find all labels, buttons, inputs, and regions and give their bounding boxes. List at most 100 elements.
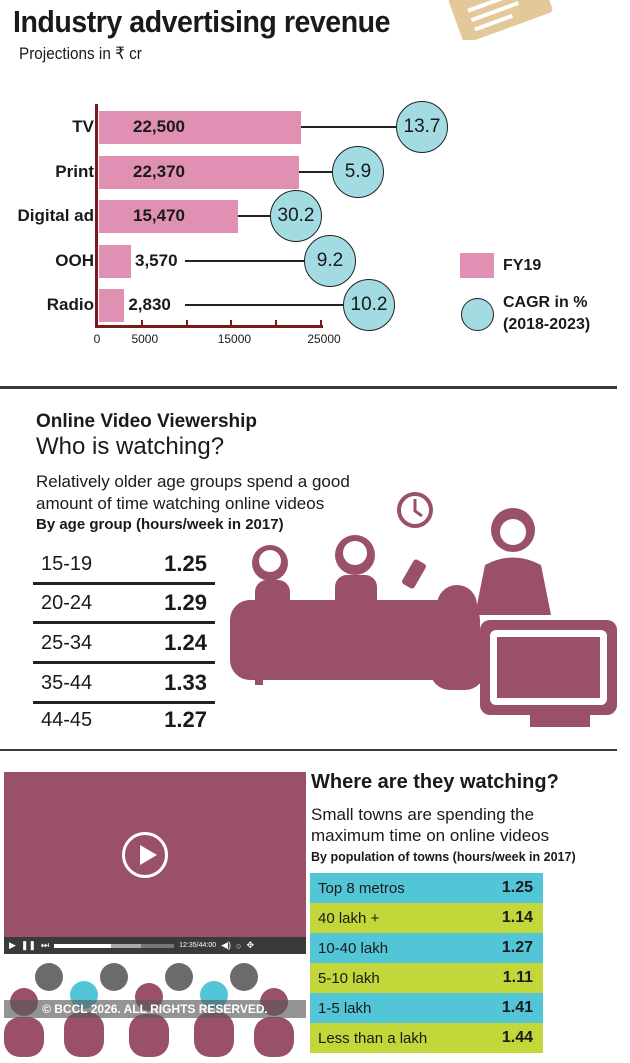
section-divider — [0, 749, 617, 751]
town-label: Top 8 metros — [318, 879, 405, 897]
bar-fy19 — [99, 111, 301, 144]
desc-line: Relatively older age groups spend a good — [36, 472, 350, 491]
skip-forward-icon[interactable]: ⏭ — [41, 940, 50, 950]
x-tick — [320, 320, 322, 326]
town-value: 1.27 — [501, 939, 533, 956]
play-button-icon[interactable] — [122, 832, 168, 878]
town-label: 40 lakh + — [318, 909, 380, 927]
x-tick — [185, 320, 188, 326]
where-note: By population of towns (hours/week in 20… — [311, 850, 576, 864]
family-watching-tv-illustration — [230, 492, 617, 727]
where-description: Small towns are spending the maximum tim… — [311, 804, 549, 846]
town-row: 1-5 lakh 1.41 — [310, 993, 543, 1023]
category-label: Print — [55, 162, 94, 181]
connector-line — [237, 215, 270, 217]
x-tick — [140, 320, 143, 326]
town-value: 1.11 — [502, 969, 533, 986]
legend-cagr-swatch — [461, 298, 494, 331]
age-row: 25-34 1.24 — [33, 624, 215, 662]
age-value: 1.33 — [164, 670, 207, 695]
bar-value-label: 15,470 — [133, 206, 185, 225]
fullscreen-icon[interactable]: ✥ — [246, 940, 255, 950]
category-label: OOH — [55, 251, 94, 270]
row-separator — [33, 701, 215, 704]
row-separator — [33, 621, 215, 624]
connector-line — [300, 126, 396, 128]
age-row: 20-24 1.29 — [33, 584, 215, 622]
play-icon[interactable]: ▶ — [9, 940, 16, 950]
chart-title: Industry advertising revenue — [13, 4, 391, 39]
viewership-kicker: Online Video Viewership — [36, 411, 258, 432]
town-row: Less than a lakh 1.44 — [310, 1023, 543, 1053]
age-value: 1.25 — [164, 551, 207, 576]
newspaper-icon — [448, 0, 553, 40]
viewership-heading: Who is watching? — [36, 433, 225, 460]
video-progress-slider[interactable] — [54, 943, 175, 948]
age-label: 15-19 — [41, 552, 93, 575]
town-label: 10-40 lakh — [318, 939, 389, 957]
chart-subtitle: Projections in ₹ cr — [19, 44, 142, 63]
bar-value-label: 2,830 — [128, 295, 171, 314]
connector-line — [185, 304, 343, 306]
video-time: 12:35/44:00 — [179, 942, 217, 949]
cagr-bubble: 10.2 — [343, 279, 395, 331]
legend-fy19-label: FY19 — [503, 257, 542, 274]
desc-line: maximum time on online videos — [311, 826, 550, 845]
town-row: 10-40 lakh 1.27 — [310, 933, 543, 963]
section-divider — [0, 386, 617, 389]
age-label: 25-34 — [41, 631, 93, 654]
age-row: 35-44 1.33 — [33, 664, 215, 702]
x-axis — [95, 325, 323, 328]
age-value: 1.29 — [164, 590, 207, 615]
town-label: 5-10 lakh — [318, 969, 380, 987]
category-label: Radio — [46, 295, 94, 314]
legend-fy19-swatch — [460, 253, 494, 278]
bar-fy19 — [99, 156, 300, 189]
town-row: 5-10 lakh 1.11 — [310, 963, 543, 993]
town-value: 1.44 — [501, 1029, 533, 1046]
town-value: 1.41 — [501, 999, 533, 1016]
x-tick-label: 15000 — [217, 332, 252, 346]
age-label: 35-44 — [41, 671, 93, 694]
viewership-note: By age group (hours/week in 2017) — [36, 516, 284, 533]
bar-value-label: 3,570 — [134, 251, 178, 270]
x-tick-label: 25000 — [307, 332, 341, 346]
row-separator — [33, 661, 215, 664]
row-separator — [33, 582, 215, 585]
cagr-bubble: 5.9 — [332, 146, 384, 198]
town-label: 1-5 lakh — [318, 999, 372, 1017]
category-label: Digital ad — [17, 206, 94, 225]
age-row: 15-19 1.25 — [33, 545, 215, 583]
age-row: 44-45 1.27 — [33, 701, 215, 739]
x-tick-label: 5000 — [131, 332, 159, 346]
legend-cagr-line1: CAGR in % — [503, 294, 588, 311]
age-value: 1.27 — [164, 707, 207, 732]
x-tick-label: 0 — [93, 332, 101, 346]
connector-line — [299, 171, 332, 173]
settings-icon[interactable]: ○ — [236, 940, 242, 951]
town-value: 1.25 — [501, 879, 533, 896]
bar-fy19 — [99, 289, 125, 322]
town-row: Top 8 metros 1.25 — [310, 873, 543, 903]
copyright-watermark: © BCCL 2026. ALL RIGHTS RESERVED. — [4, 1000, 306, 1018]
cagr-bubble: 13.7 — [396, 101, 448, 153]
bar-fy19 — [99, 200, 238, 233]
legend-cagr-label: CAGR in % (2018-2023) — [503, 292, 590, 336]
y-axis — [95, 104, 98, 328]
bar-fy19 — [99, 245, 131, 278]
town-value: 1.14 — [501, 909, 533, 926]
bar-value-label: 22,500 — [133, 117, 185, 136]
viewership-description: Relatively older age groups spend a good… — [36, 471, 350, 515]
connector-line — [185, 260, 304, 262]
volume-icon[interactable]: ◀) — [221, 940, 232, 950]
town-label: Less than a lakh — [318, 1029, 428, 1047]
age-label: 20-24 — [41, 591, 93, 614]
town-row: 40 lakh + 1.14 — [310, 903, 543, 933]
bar-value-label: 22,370 — [133, 162, 185, 181]
video-player-screen[interactable] — [4, 772, 306, 938]
where-heading: Where are they watching? — [311, 771, 559, 793]
cagr-bubble: 30.2 — [270, 190, 322, 242]
desc-line: amount of time watching online videos — [36, 494, 325, 513]
pause-icon[interactable]: ❚❚ — [20, 940, 37, 950]
x-tick — [230, 320, 233, 326]
